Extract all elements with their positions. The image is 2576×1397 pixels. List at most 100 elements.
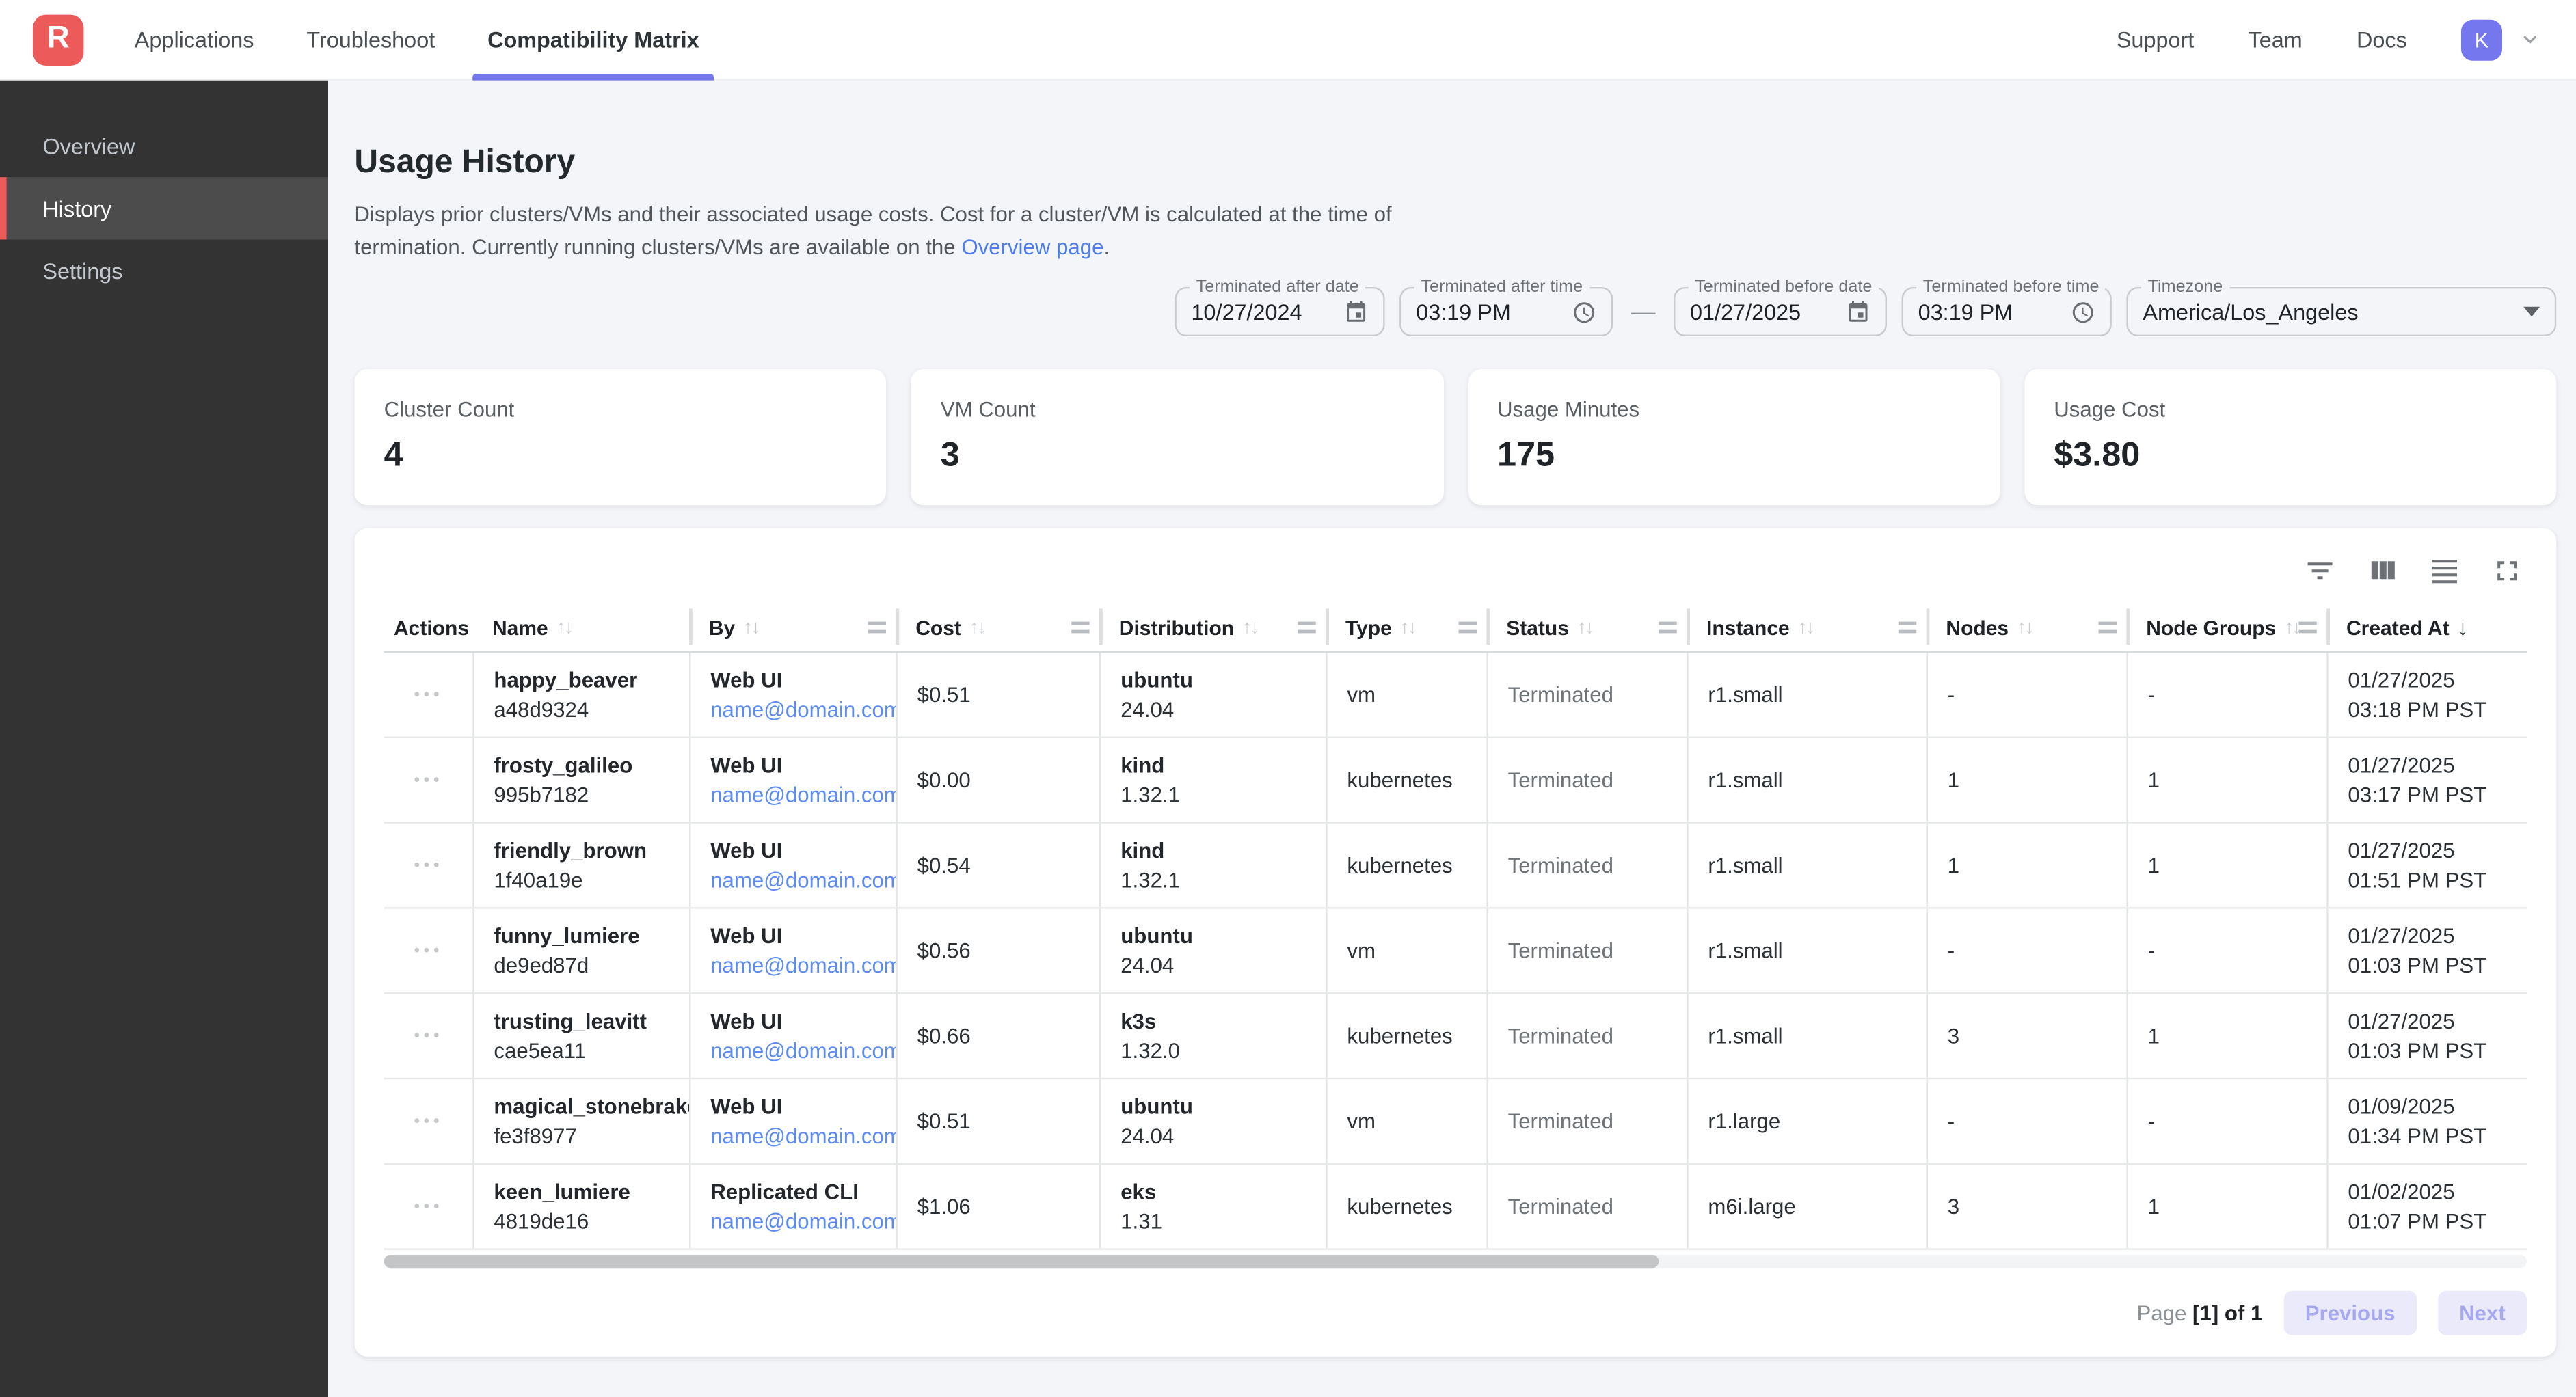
calendar-icon[interactable]	[1344, 300, 1369, 325]
row-actions-button[interactable]: ●●●	[384, 1080, 473, 1163]
tab-troubleshoot[interactable]: Troubleshoot	[280, 0, 461, 79]
row-actions-button[interactable]: ●●●	[384, 909, 473, 992]
terminated-after-date-field[interactable]: Terminated after date 10/27/2024	[1175, 288, 1384, 337]
sort-icon[interactable]: ↑↓	[1400, 618, 1416, 638]
cell-nodes: -	[1927, 909, 2127, 992]
email-link[interactable]: name@domain.com	[710, 698, 896, 722]
email-link[interactable]: name@domain.com	[710, 1124, 896, 1149]
sort-icon[interactable]: ↑↓	[969, 618, 985, 638]
horizontal-scrollbar[interactable]	[384, 1256, 2527, 1269]
ellipsis-icon: ●●●	[414, 1116, 443, 1128]
team-link[interactable]: Team	[2249, 27, 2303, 52]
usage-table-card: ActionsName↑↓By↑↓Cost↑↓Distribution↑↓Typ…	[354, 528, 2556, 1357]
cell-name: happy_beavera48d9324	[472, 653, 689, 737]
stat-label: Usage Cost	[2054, 397, 2527, 422]
cell-by: Web UIname@domain.com	[689, 824, 896, 907]
previous-page-button[interactable]: Previous	[2284, 1291, 2417, 1335]
docs-link[interactable]: Docs	[2357, 27, 2407, 52]
filter-icon[interactable]	[2304, 555, 2337, 588]
toggle-fullscreen-icon[interactable]	[2491, 555, 2523, 588]
cell-cost: $1.06	[896, 1165, 1099, 1249]
cell-instance: r1.small	[1687, 824, 1926, 907]
terminated-before-time-field[interactable]: Terminated before time 03:19 PM	[1902, 288, 2112, 337]
cell-node-groups: 1	[2126, 824, 2326, 907]
email-link[interactable]: name@domain.com	[710, 1039, 896, 1063]
sidebar-item-history[interactable]: History	[0, 177, 328, 239]
next-page-button[interactable]: Next	[2438, 1291, 2527, 1335]
table-row: ●●● happy_beavera48d9324 Web UIname@doma…	[384, 653, 2527, 739]
column-header-created-at[interactable]: Created At↓	[2326, 604, 2527, 652]
sort-icon[interactable]: ↑↓	[2017, 618, 2032, 638]
cell-created-at: 01/27/202503:18 PM PST	[2326, 653, 2527, 737]
sort-icon[interactable]: ↑↓	[1242, 618, 1258, 638]
tab-compatibility-matrix[interactable]: Compatibility Matrix	[461, 0, 725, 79]
sort-icon[interactable]: ↑↓	[1798, 618, 1814, 638]
cell-by: Web UIname@domain.com	[689, 994, 896, 1078]
sidebar-item-overview[interactable]: Overview	[0, 115, 328, 177]
cell-type: vm	[1326, 909, 1486, 992]
table-toolbar	[384, 545, 2527, 603]
column-label: Node Groups	[2146, 616, 2276, 640]
tab-applications[interactable]: Applications	[108, 0, 280, 79]
cell-created-at: 01/27/202501:03 PM PST	[2326, 909, 2527, 992]
column-header-status[interactable]: Status ↑↓	[1486, 604, 1687, 652]
cell-status: Terminated	[1486, 1080, 1687, 1163]
pagination: Page [1] of 1 Previous Next	[384, 1291, 2527, 1335]
timezone-select[interactable]: Timezone America/Los_Angeles	[2126, 288, 2556, 337]
cell-distribution: ubuntu24.04	[1099, 909, 1326, 992]
field-label: Terminated after time	[1414, 277, 1589, 297]
cell-cost: $0.56	[896, 909, 1099, 992]
column-label: Status	[1506, 616, 1569, 640]
field-value: 03:19 PM	[1918, 300, 2061, 325]
sort-icon[interactable]: ↑↓	[556, 618, 572, 638]
terminated-after-time-field[interactable]: Terminated after time 03:19 PM	[1399, 288, 1613, 337]
column-header-by[interactable]: By↑↓	[689, 604, 896, 652]
terminated-before-date-field[interactable]: Terminated before date 01/27/2025	[1674, 288, 1887, 337]
email-link[interactable]: name@domain.com	[710, 953, 896, 978]
cell-by: Web UIname@domain.com	[689, 653, 896, 737]
cell-node-groups: 1	[2126, 994, 2326, 1078]
column-header-name[interactable]: Name↑↓	[472, 604, 689, 652]
column-header-nodes[interactable]: Nodes↑↓	[1927, 604, 2127, 652]
toggle-density-icon[interactable]	[2428, 555, 2461, 588]
page-description: Displays prior clusters/VMs and their as…	[354, 198, 1421, 265]
row-actions-button[interactable]: ●●●	[384, 653, 473, 737]
ellipsis-icon: ●●●	[414, 945, 443, 957]
column-header-node-groups[interactable]: Node Groups ↑↓	[2126, 604, 2326, 652]
scrollbar-thumb[interactable]	[384, 1256, 1659, 1269]
column-header-distribution[interactable]: Distribution↑↓	[1099, 604, 1326, 652]
account-menu[interactable]: K	[2461, 19, 2543, 60]
column-header-instance[interactable]: Instance↑↓	[1687, 604, 1926, 652]
avatar[interactable]: K	[2461, 19, 2502, 60]
row-actions-button[interactable]: ●●●	[384, 994, 473, 1078]
sidebar-item-settings[interactable]: Settings	[0, 239, 328, 301]
field-label: Terminated before date	[1689, 277, 1879, 297]
column-header-cost[interactable]: Cost↑↓	[896, 604, 1099, 652]
show-hide-columns-icon[interactable]	[2366, 555, 2399, 588]
email-link[interactable]: name@domain.com	[710, 1209, 896, 1234]
cell-nodes: 3	[1927, 994, 2127, 1078]
email-link[interactable]: name@domain.com	[710, 783, 896, 807]
dropdown-arrow-icon	[2523, 307, 2540, 316]
sort-desc-icon[interactable]: ↓	[2458, 616, 2469, 640]
row-actions-button[interactable]: ●●●	[384, 824, 473, 907]
cell-created-at: 01/09/202501:34 PM PST	[2326, 1080, 2527, 1163]
overview-page-link[interactable]: Overview page	[961, 235, 1103, 260]
email-link[interactable]: name@domain.com	[710, 868, 896, 893]
sort-icon[interactable]: ↑↓	[2284, 618, 2300, 638]
primary-tabs: Applications Troubleshoot Compatibility …	[108, 0, 725, 79]
support-link[interactable]: Support	[2117, 27, 2195, 52]
sort-icon[interactable]: ↑↓	[743, 618, 759, 638]
clock-icon[interactable]	[2071, 300, 2095, 325]
replicated-logo[interactable]: R	[33, 14, 83, 64]
row-actions-button[interactable]: ●●●	[384, 1165, 473, 1249]
calendar-icon[interactable]	[1846, 300, 1870, 325]
cell-status: Terminated	[1486, 739, 1687, 822]
column-header-type[interactable]: Type↑↓	[1326, 604, 1486, 652]
cell-name: frosty_galileo995b7182	[472, 739, 689, 822]
stat-label: VM Count	[941, 397, 1414, 422]
sort-icon[interactable]: ↑↓	[1577, 618, 1593, 638]
clock-icon[interactable]	[1572, 300, 1596, 325]
top-right-links: Support Team Docs K	[2117, 19, 2543, 60]
row-actions-button[interactable]: ●●●	[384, 739, 473, 822]
